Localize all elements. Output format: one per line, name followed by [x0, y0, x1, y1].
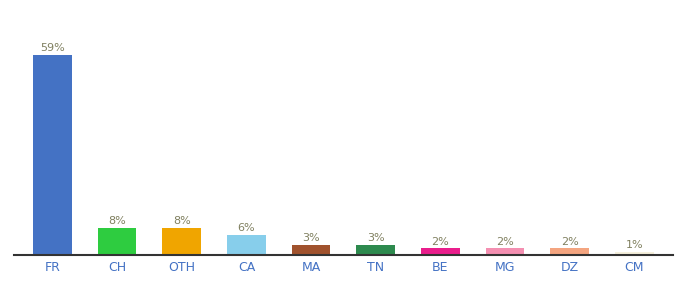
Text: 3%: 3%	[367, 233, 385, 243]
Bar	[421, 248, 460, 255]
Bar	[292, 245, 330, 255]
Bar	[227, 235, 266, 255]
Text: 1%: 1%	[626, 240, 643, 250]
Bar	[163, 228, 201, 255]
Text: 6%: 6%	[237, 223, 255, 233]
Text: 2%: 2%	[432, 236, 449, 247]
Text: 2%: 2%	[561, 236, 579, 247]
Bar	[486, 248, 524, 255]
Text: 2%: 2%	[496, 236, 514, 247]
Bar	[356, 245, 395, 255]
Text: 59%: 59%	[40, 43, 65, 53]
Bar	[98, 228, 137, 255]
Bar	[550, 248, 589, 255]
Text: 8%: 8%	[108, 216, 126, 226]
Bar	[33, 55, 72, 255]
Text: 3%: 3%	[302, 233, 320, 243]
Text: 8%: 8%	[173, 216, 190, 226]
Bar	[615, 252, 653, 255]
